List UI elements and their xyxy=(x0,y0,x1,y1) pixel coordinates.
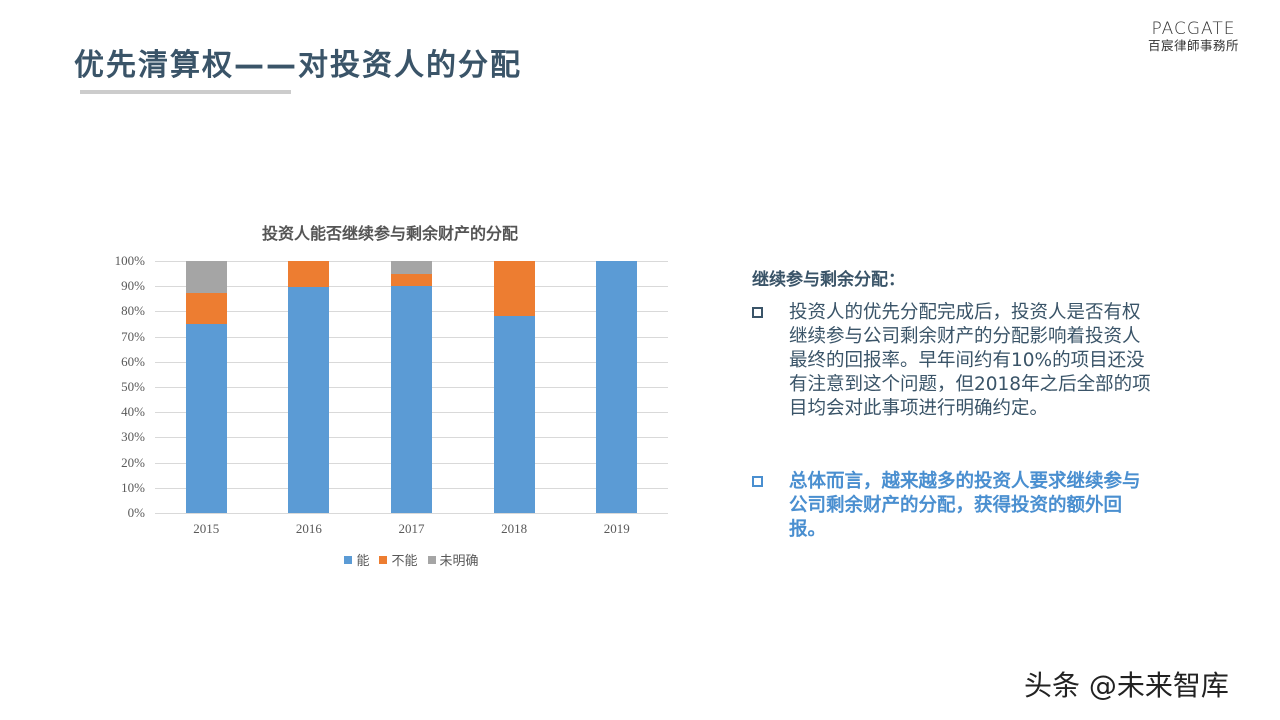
x-axis-tick-label: 2015 xyxy=(193,521,220,536)
bullet-item-highlight: 总体而言，越来越多的投资人要求继续参与公司剩余财产的分配，获得投资的额外回报。 xyxy=(752,470,1162,542)
x-axis-tick-label: 2016 xyxy=(295,521,322,536)
legend-item: 能 xyxy=(344,550,369,569)
y-axis-tick-label: 0% xyxy=(127,505,145,520)
y-axis-tick-label: 90% xyxy=(121,278,145,294)
chart-legend: 能 不能 未明确 xyxy=(0,550,823,569)
watermark: 头条 @未来智库 xyxy=(1024,669,1229,702)
logo-chinese: 百宸律師事務所 xyxy=(1148,38,1240,53)
y-axis-tick-label: 20% xyxy=(121,454,145,470)
bar-2015 xyxy=(185,261,227,513)
x-axis-tick-label: 2019 xyxy=(603,521,630,536)
y-axis-tick-label: 70% xyxy=(121,328,145,344)
bar-segment xyxy=(288,261,330,288)
company-logo: PACGATE 百宸律師事務所 xyxy=(1148,20,1239,54)
legend-swatch-icon xyxy=(344,555,353,564)
bullet-item: 投资人的优先分配完成后，投资人是否有权继续参与公司剩余财产的分配影响着投资人最终… xyxy=(752,301,1162,421)
y-axis-tick-label: 60% xyxy=(121,353,145,369)
gridline xyxy=(155,513,668,514)
x-axis-tick-label: 2017 xyxy=(398,521,425,536)
bar-segment xyxy=(288,287,330,513)
legend-label: 能 xyxy=(356,554,370,569)
legend-label: 不能 xyxy=(391,554,418,569)
side-heading: 继续参与剩余分配： xyxy=(752,270,905,290)
bar-segment xyxy=(493,316,535,513)
bar-segment xyxy=(596,261,638,513)
legend-item: 未明确 xyxy=(427,550,479,569)
bar-2019 xyxy=(596,261,638,513)
x-axis-tick-label: 2018 xyxy=(501,521,528,536)
square-bullet-icon xyxy=(752,476,763,487)
title-underline xyxy=(80,90,291,94)
y-axis-tick-label: 30% xyxy=(121,429,145,445)
legend-item: 不能 xyxy=(379,550,418,569)
square-bullet-icon xyxy=(752,307,763,318)
slide-title: 优先清算权——对投资人的分配 xyxy=(74,48,522,83)
bar-segment xyxy=(185,261,227,293)
logo-english: PACGATE xyxy=(1151,19,1236,39)
bar-segment xyxy=(391,286,432,513)
bar-segment xyxy=(391,273,432,287)
bar-segment xyxy=(493,261,535,317)
y-axis-tick-label: 80% xyxy=(121,303,145,319)
bar-2018 xyxy=(493,261,535,513)
legend-swatch-icon xyxy=(427,555,436,564)
bar-2016 xyxy=(288,261,330,513)
legend-label: 未明确 xyxy=(439,554,479,569)
chart-plot-area: 100% 90% 80% 70% 60% 50% 40% 30% 20% 10% 0% 2015 201… xyxy=(115,253,668,536)
bar-segment xyxy=(185,292,227,324)
bar-segment xyxy=(391,261,432,274)
y-axis-tick-label: 40% xyxy=(121,404,145,420)
y-axis-tick-label: 50% xyxy=(121,379,145,394)
bullet-text: 投资人的优先分配完成后，投资人是否有权继续参与公司剩余财产的分配影响着投资人最终… xyxy=(789,302,1151,419)
bar-2017 xyxy=(391,261,432,513)
y-axis-tick-label: 100% xyxy=(114,253,145,268)
legend-swatch-icon xyxy=(379,555,388,564)
bar-segment xyxy=(185,324,227,513)
bullet-text: 总体而言，越来越多的投资人要求继续参与公司剩余财产的分配，获得投资的额外回报。 xyxy=(789,471,1141,540)
chart-title: 投资人能否继续参与剩余财产的分配 xyxy=(261,224,518,243)
y-axis-tick-label: 10% xyxy=(121,479,145,495)
